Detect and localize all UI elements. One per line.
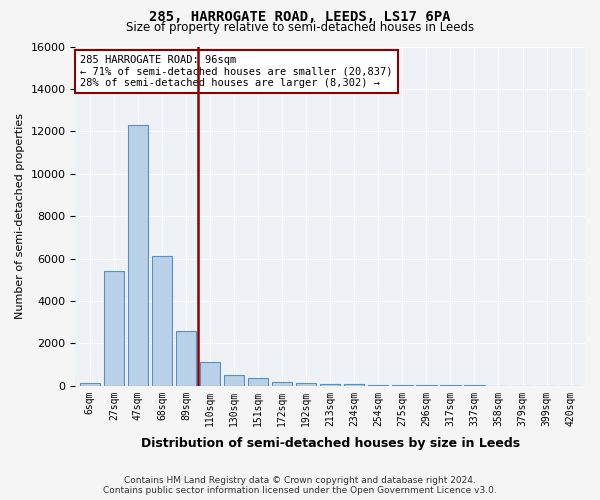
Bar — [272, 382, 292, 386]
Bar — [152, 256, 172, 386]
Bar — [224, 375, 244, 386]
Bar — [176, 330, 196, 386]
Bar — [392, 385, 413, 386]
Bar — [320, 384, 340, 386]
Text: 285, HARROGATE ROAD, LEEDS, LS17 6PA: 285, HARROGATE ROAD, LEEDS, LS17 6PA — [149, 10, 451, 24]
Bar — [296, 382, 316, 386]
Bar — [368, 384, 388, 386]
Y-axis label: Number of semi-detached properties: Number of semi-detached properties — [15, 113, 25, 319]
Bar — [200, 362, 220, 386]
Bar — [416, 385, 437, 386]
Bar — [128, 125, 148, 386]
Bar — [344, 384, 364, 386]
Text: Contains HM Land Registry data © Crown copyright and database right 2024.
Contai: Contains HM Land Registry data © Crown c… — [103, 476, 497, 495]
Bar — [104, 272, 124, 386]
Text: 285 HARROGATE ROAD: 96sqm
← 71% of semi-detached houses are smaller (20,837)
28%: 285 HARROGATE ROAD: 96sqm ← 71% of semi-… — [80, 55, 393, 88]
Bar — [80, 382, 100, 386]
Text: Size of property relative to semi-detached houses in Leeds: Size of property relative to semi-detach… — [126, 21, 474, 34]
X-axis label: Distribution of semi-detached houses by size in Leeds: Distribution of semi-detached houses by … — [140, 437, 520, 450]
Bar — [248, 378, 268, 386]
